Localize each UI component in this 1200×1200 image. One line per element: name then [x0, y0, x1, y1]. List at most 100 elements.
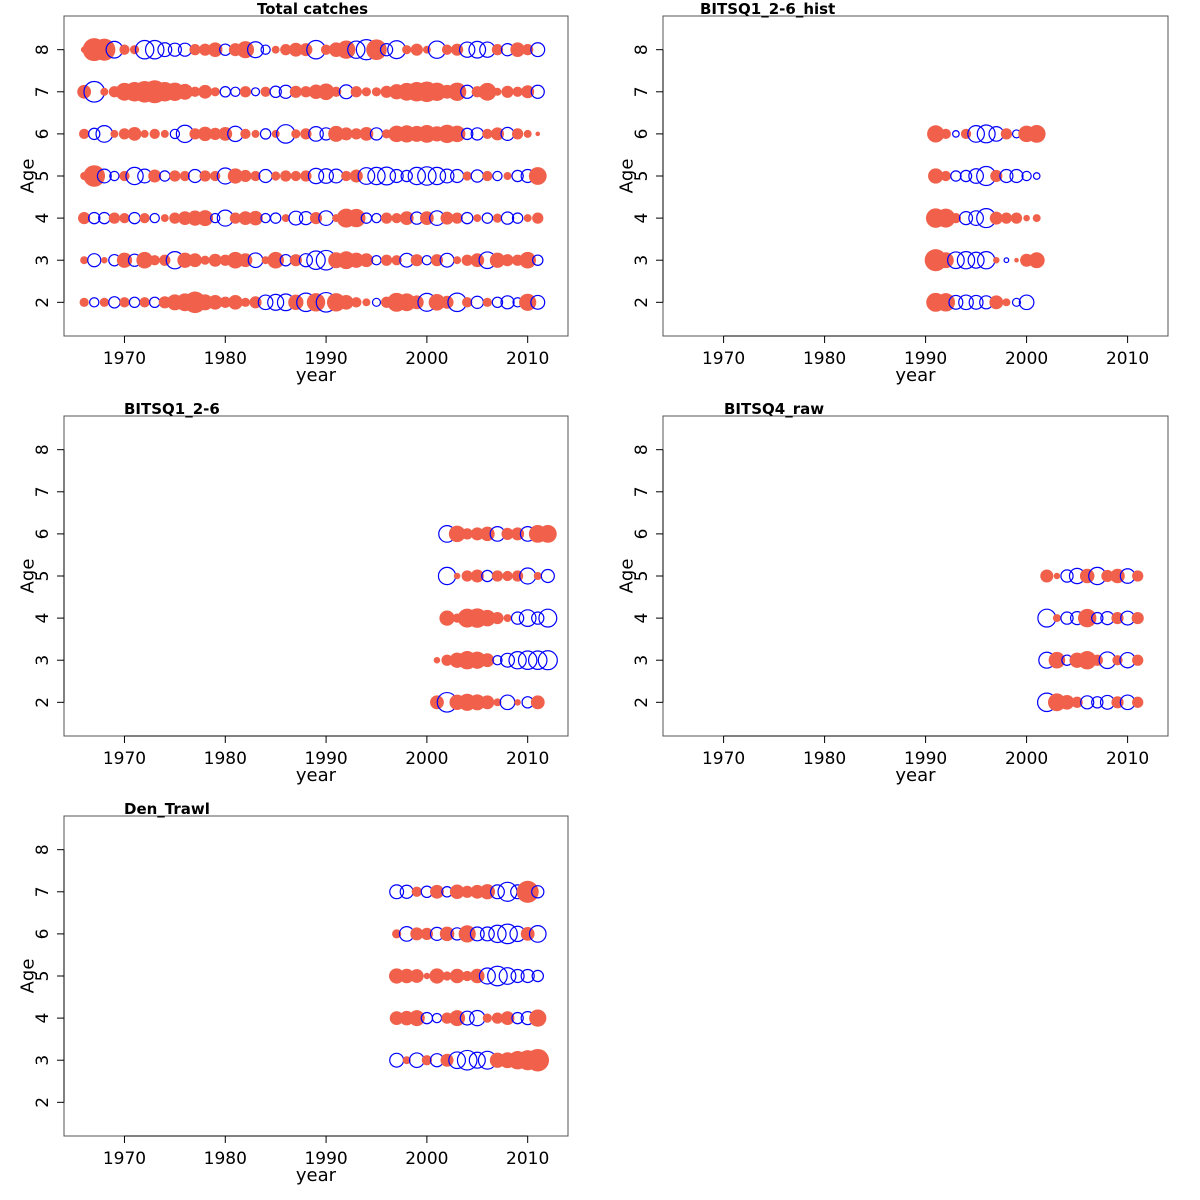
y-tick-label: 5 — [33, 571, 53, 582]
bubble-negative — [437, 566, 457, 586]
bubble-positive — [179, 170, 191, 182]
bubble-negative — [511, 169, 524, 183]
x-axis-label: year — [296, 765, 337, 786]
bubble-negative — [144, 39, 165, 60]
bubble-negative — [468, 1051, 486, 1069]
bubble-positive — [468, 651, 486, 669]
bubble-positive — [399, 968, 414, 984]
bubble-negative — [460, 211, 474, 225]
bubble-positive — [210, 87, 220, 97]
bubble-positive — [516, 880, 539, 903]
bubble-negative — [128, 211, 141, 225]
bubble-positive — [519, 251, 536, 269]
y-tick-label: 2 — [632, 297, 652, 308]
bubble-positive — [409, 295, 424, 310]
bubble-negative — [157, 42, 173, 58]
bubble-positive — [176, 83, 193, 100]
bubble-positive — [940, 128, 951, 140]
bubble-positive — [119, 44, 130, 55]
bubble-negative — [517, 650, 538, 671]
bubble-positive — [239, 86, 252, 98]
bubble-positive — [470, 569, 484, 583]
bubble-positive — [197, 126, 213, 142]
bubble-positive — [451, 212, 463, 224]
bubble-positive — [535, 131, 541, 137]
bubble-negative — [499, 694, 516, 711]
bubble-negative — [1021, 170, 1032, 182]
bubble-negative — [478, 967, 496, 985]
bubble-positive — [442, 971, 452, 981]
bubble-positive — [493, 698, 502, 707]
bubble-positive — [448, 125, 466, 143]
bubble-positive — [439, 926, 455, 942]
bubble-negative — [967, 251, 985, 269]
y-tick-label: 4 — [33, 1013, 53, 1024]
bubble-positive — [441, 654, 453, 666]
bubble-positive — [149, 255, 160, 266]
bubble-negative — [109, 170, 120, 182]
bubble-positive — [1078, 651, 1097, 670]
y-tick-label: 7 — [33, 886, 53, 897]
panel-title: BITSQ1_2-6 — [124, 400, 220, 418]
bubble-negative — [537, 650, 558, 671]
bubble-negative — [260, 44, 271, 55]
bubble-positive — [523, 214, 532, 223]
bubble-positive — [482, 128, 493, 140]
bubble-positive — [136, 251, 153, 269]
bubble-positive — [359, 126, 374, 141]
bubble-positive — [328, 125, 345, 142]
bubble-negative — [448, 1051, 467, 1070]
x-tick-label: 2000 — [1005, 749, 1048, 769]
bubble-positive — [402, 1056, 411, 1065]
bubble-positive — [160, 214, 169, 223]
y-axis-label: Age — [17, 959, 38, 994]
y-tick-label: 6 — [632, 128, 652, 139]
bubble-positive — [288, 294, 304, 310]
bubble-negative — [950, 170, 962, 182]
bubble-positive — [148, 169, 162, 183]
bubble-positive — [389, 1011, 404, 1026]
bubble-positive — [101, 256, 108, 264]
bubble-positive — [159, 254, 171, 266]
bubble-negative — [956, 251, 976, 270]
bubble-negative — [511, 212, 524, 224]
bubble-negative — [498, 967, 517, 985]
panel-3: BITSQ1_2-6 1970 1980 1990 2000 2010 year 2 3 4 5 6 7… — [17, 400, 569, 786]
bubble-positive — [341, 170, 352, 182]
bubble-positive — [410, 254, 423, 267]
bubble-positive — [280, 44, 292, 56]
bubble-negative — [488, 924, 507, 944]
bubble-negative — [959, 169, 973, 183]
bubble-positive — [1028, 252, 1045, 269]
bubble-positive — [503, 614, 512, 623]
bubble-positive — [349, 169, 363, 183]
bubble-positive — [371, 87, 382, 97]
y-tick-label: 2 — [632, 697, 652, 708]
bubble-positive — [129, 45, 140, 55]
bubble-negative — [1080, 695, 1095, 710]
bubble-positive — [423, 972, 431, 980]
bubble-positive — [937, 252, 954, 269]
bubble-positive — [1101, 569, 1114, 583]
bubble-positive — [290, 170, 301, 182]
bubble-positive — [514, 699, 521, 706]
bubble-positive — [993, 256, 1000, 264]
bubble-positive — [260, 86, 271, 97]
bubble-negative — [968, 168, 984, 184]
bubble-positive — [1111, 612, 1124, 625]
bubble-positive — [99, 297, 109, 307]
bubble-positive — [299, 43, 313, 57]
bubble-positive — [462, 970, 473, 982]
bubble-positive — [510, 42, 525, 57]
bubble-positive — [219, 296, 231, 308]
bubble-negative — [481, 212, 494, 224]
bubble-positive — [251, 129, 260, 138]
bubble-positive — [453, 572, 461, 580]
bubble-negative — [328, 168, 344, 184]
bubble-negative — [306, 250, 326, 271]
panel-title: Total catches — [257, 0, 368, 18]
bubble-positive — [391, 212, 402, 224]
y-tick-label: 3 — [632, 255, 652, 266]
y-tick-label: 2 — [33, 697, 53, 708]
bubble-positive — [399, 211, 414, 226]
